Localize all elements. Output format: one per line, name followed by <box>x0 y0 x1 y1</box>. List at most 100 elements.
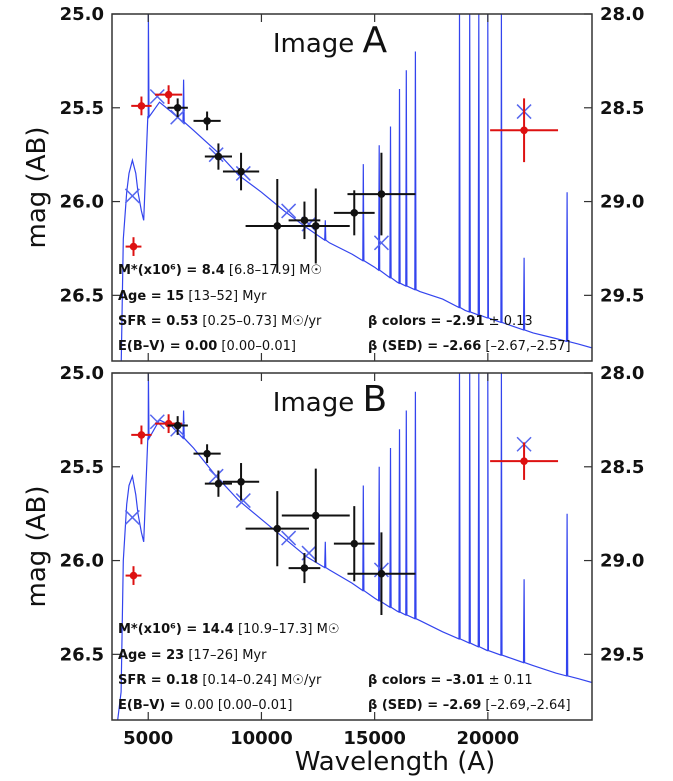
panel-image-a: 25.0 25.5 26.0 26.5 28.0 28.5 29.0 29.5 mag (AB)… <box>22 4 644 362</box>
model-point-marker <box>149 88 165 105</box>
y-tick-label: 26.0 <box>60 192 104 213</box>
model-point-marker <box>281 203 297 219</box>
obs-primary-point <box>137 102 146 110</box>
x-tick-label: 20000 <box>457 728 520 749</box>
beta-value-main: β (SED) = –2.66 <box>368 339 481 354</box>
fit-parameter: E(B–V) = 0.00 [0.00–0.01] <box>118 698 292 713</box>
obs-secondary-point <box>237 477 245 486</box>
fit-parameter: M*(x10⁶) = 14.4 [10.9–17.3] M☉ <box>118 622 339 637</box>
x-tick-label: 15000 <box>343 728 406 749</box>
obs-primary-point <box>520 126 528 135</box>
y-tick-right-label: 28.5 <box>600 457 644 478</box>
beta-value-main: β colors = –3.01 <box>368 673 485 688</box>
obs-secondary-point <box>377 569 386 578</box>
model-point-marker <box>149 414 165 430</box>
panel-title: Image A <box>273 20 388 61</box>
y-tick-label: 25.0 <box>60 4 104 25</box>
plot-area <box>117 373 592 720</box>
y-tick-right-label: 29.0 <box>600 551 644 572</box>
y-tick-right-label: 29.5 <box>600 644 644 665</box>
y-tick-label: 25.0 <box>60 363 104 384</box>
obs-primary-point <box>129 571 138 580</box>
beta-value-main: β colors = –2.91 <box>368 314 485 329</box>
panel-title-word: Image <box>273 388 363 418</box>
x-tick-label: 10000 <box>230 728 293 749</box>
panel-image-b: 5000 10000 15000 20000 25.0 25.5 26.0 26.5 28.0 2… <box>22 363 644 749</box>
beta-value-range: ± 0.13 <box>485 314 533 329</box>
fit-parameter-range: [6.8–17.9] M☉ <box>225 263 322 278</box>
fit-parameter-range: [0.25–0.73] M☉/yr <box>198 314 322 329</box>
fit-parameter-value: SFR = 0.53 <box>118 314 198 329</box>
y-tick-label: 25.5 <box>60 457 104 478</box>
obs-secondary-point <box>350 209 359 217</box>
y-axis-label: mag (AB) <box>22 127 52 249</box>
y-tick-right-label: 28.0 <box>600 363 644 384</box>
y-tick-right-label: 29.0 <box>600 192 644 213</box>
fit-parameter-value: Age = 15 <box>118 289 184 304</box>
model-sed-line <box>120 14 592 361</box>
obs-primary-point <box>137 431 146 439</box>
y-tick-right-label: 28.5 <box>600 98 644 119</box>
y-tick-right-label: 29.5 <box>600 285 644 306</box>
fit-parameter-value: E(B–V) = 0.00 <box>118 339 217 354</box>
y-tick-label: 26.0 <box>60 551 104 572</box>
obs-secondary-point <box>300 216 309 225</box>
obs-secondary-point <box>214 479 223 488</box>
fit-parameter: Age = 15 [13–52] Myr <box>118 289 267 304</box>
model-point-marker <box>373 235 389 251</box>
y-axis-label: mag (AB) <box>22 486 52 608</box>
beta-value: β (SED) = –2.66 [–2.67,–2.57] <box>368 339 571 354</box>
obs-secondary-point <box>237 167 245 176</box>
fit-parameter: SFR = 0.18 [0.14–0.24] M☉/yr <box>118 673 322 688</box>
fit-parameter: SFR = 0.53 [0.25–0.73] M☉/yr <box>118 314 322 329</box>
fit-parameter-range: [13–52] Myr <box>184 289 267 304</box>
beta-value: β colors = –2.91 ± 0.13 <box>368 314 533 329</box>
fit-parameter-value: M*(x10⁶) = 14.4 <box>118 622 234 637</box>
obs-primary-point <box>164 90 173 99</box>
beta-value-main: β (SED) = –2.69 <box>368 698 481 713</box>
obs-secondary-point <box>311 222 320 230</box>
beta-value-range: ± 0.11 <box>485 673 533 688</box>
obs-secondary-point <box>203 117 211 125</box>
fit-parameter-value: E(B–V) = <box>118 698 181 713</box>
fit-parameter-value: SFR = 0.18 <box>118 673 198 688</box>
plot-area <box>120 14 592 361</box>
x-tick-label: 5000 <box>123 728 173 749</box>
plot-frame <box>111 13 593 362</box>
model-point-marker <box>124 509 140 525</box>
beta-value-range: [–2.67,–2.57] <box>481 339 570 354</box>
fit-parameter: M*(x10⁶) = 8.4 [6.8–17.9] M☉ <box>118 263 322 278</box>
y-tick-label: 26.5 <box>60 285 104 306</box>
panel-title-letter: B <box>363 379 388 420</box>
fit-parameter-range: [10.9–17.3] M☉ <box>234 622 340 637</box>
fit-parameter-range: [17–26] Myr <box>184 648 267 663</box>
obs-primary-point <box>520 457 528 465</box>
panel-title: Image B <box>273 379 387 420</box>
y-tick-right-label: 28.0 <box>600 4 644 25</box>
obs-secondary-point <box>203 449 211 458</box>
fit-parameter-range: 0.00 [0.00–0.01] <box>181 698 293 713</box>
plot-frame <box>111 372 593 721</box>
obs-secondary-point <box>214 152 223 161</box>
obs-secondary-point <box>377 190 386 198</box>
beta-value-range: [–2.69,–2.64] <box>481 698 570 713</box>
beta-value: β (SED) = –2.69 [–2.69,–2.64] <box>368 698 571 713</box>
panel-title-letter: A <box>363 20 388 61</box>
x-axis-label: Wavelength (A) <box>295 747 496 777</box>
obs-secondary-point <box>273 524 282 533</box>
obs-secondary-point <box>173 103 182 112</box>
obs-secondary-point <box>173 421 182 430</box>
obs-secondary-point <box>273 222 282 230</box>
obs-secondary-point <box>311 511 320 520</box>
model-point-marker <box>124 188 140 204</box>
y-tick-label: 25.5 <box>60 98 104 119</box>
obs-secondary-point <box>300 564 309 572</box>
fit-parameter-value: Age = 23 <box>118 648 184 663</box>
beta-value: β colors = –3.01 ± 0.11 <box>368 673 533 688</box>
panel-title-word: Image <box>273 29 363 59</box>
model-point-marker <box>281 530 297 546</box>
y-tick-label: 26.5 <box>60 644 104 665</box>
fit-parameter-value: M*(x10⁶) = 8.4 <box>118 263 225 278</box>
obs-secondary-point <box>350 539 359 548</box>
